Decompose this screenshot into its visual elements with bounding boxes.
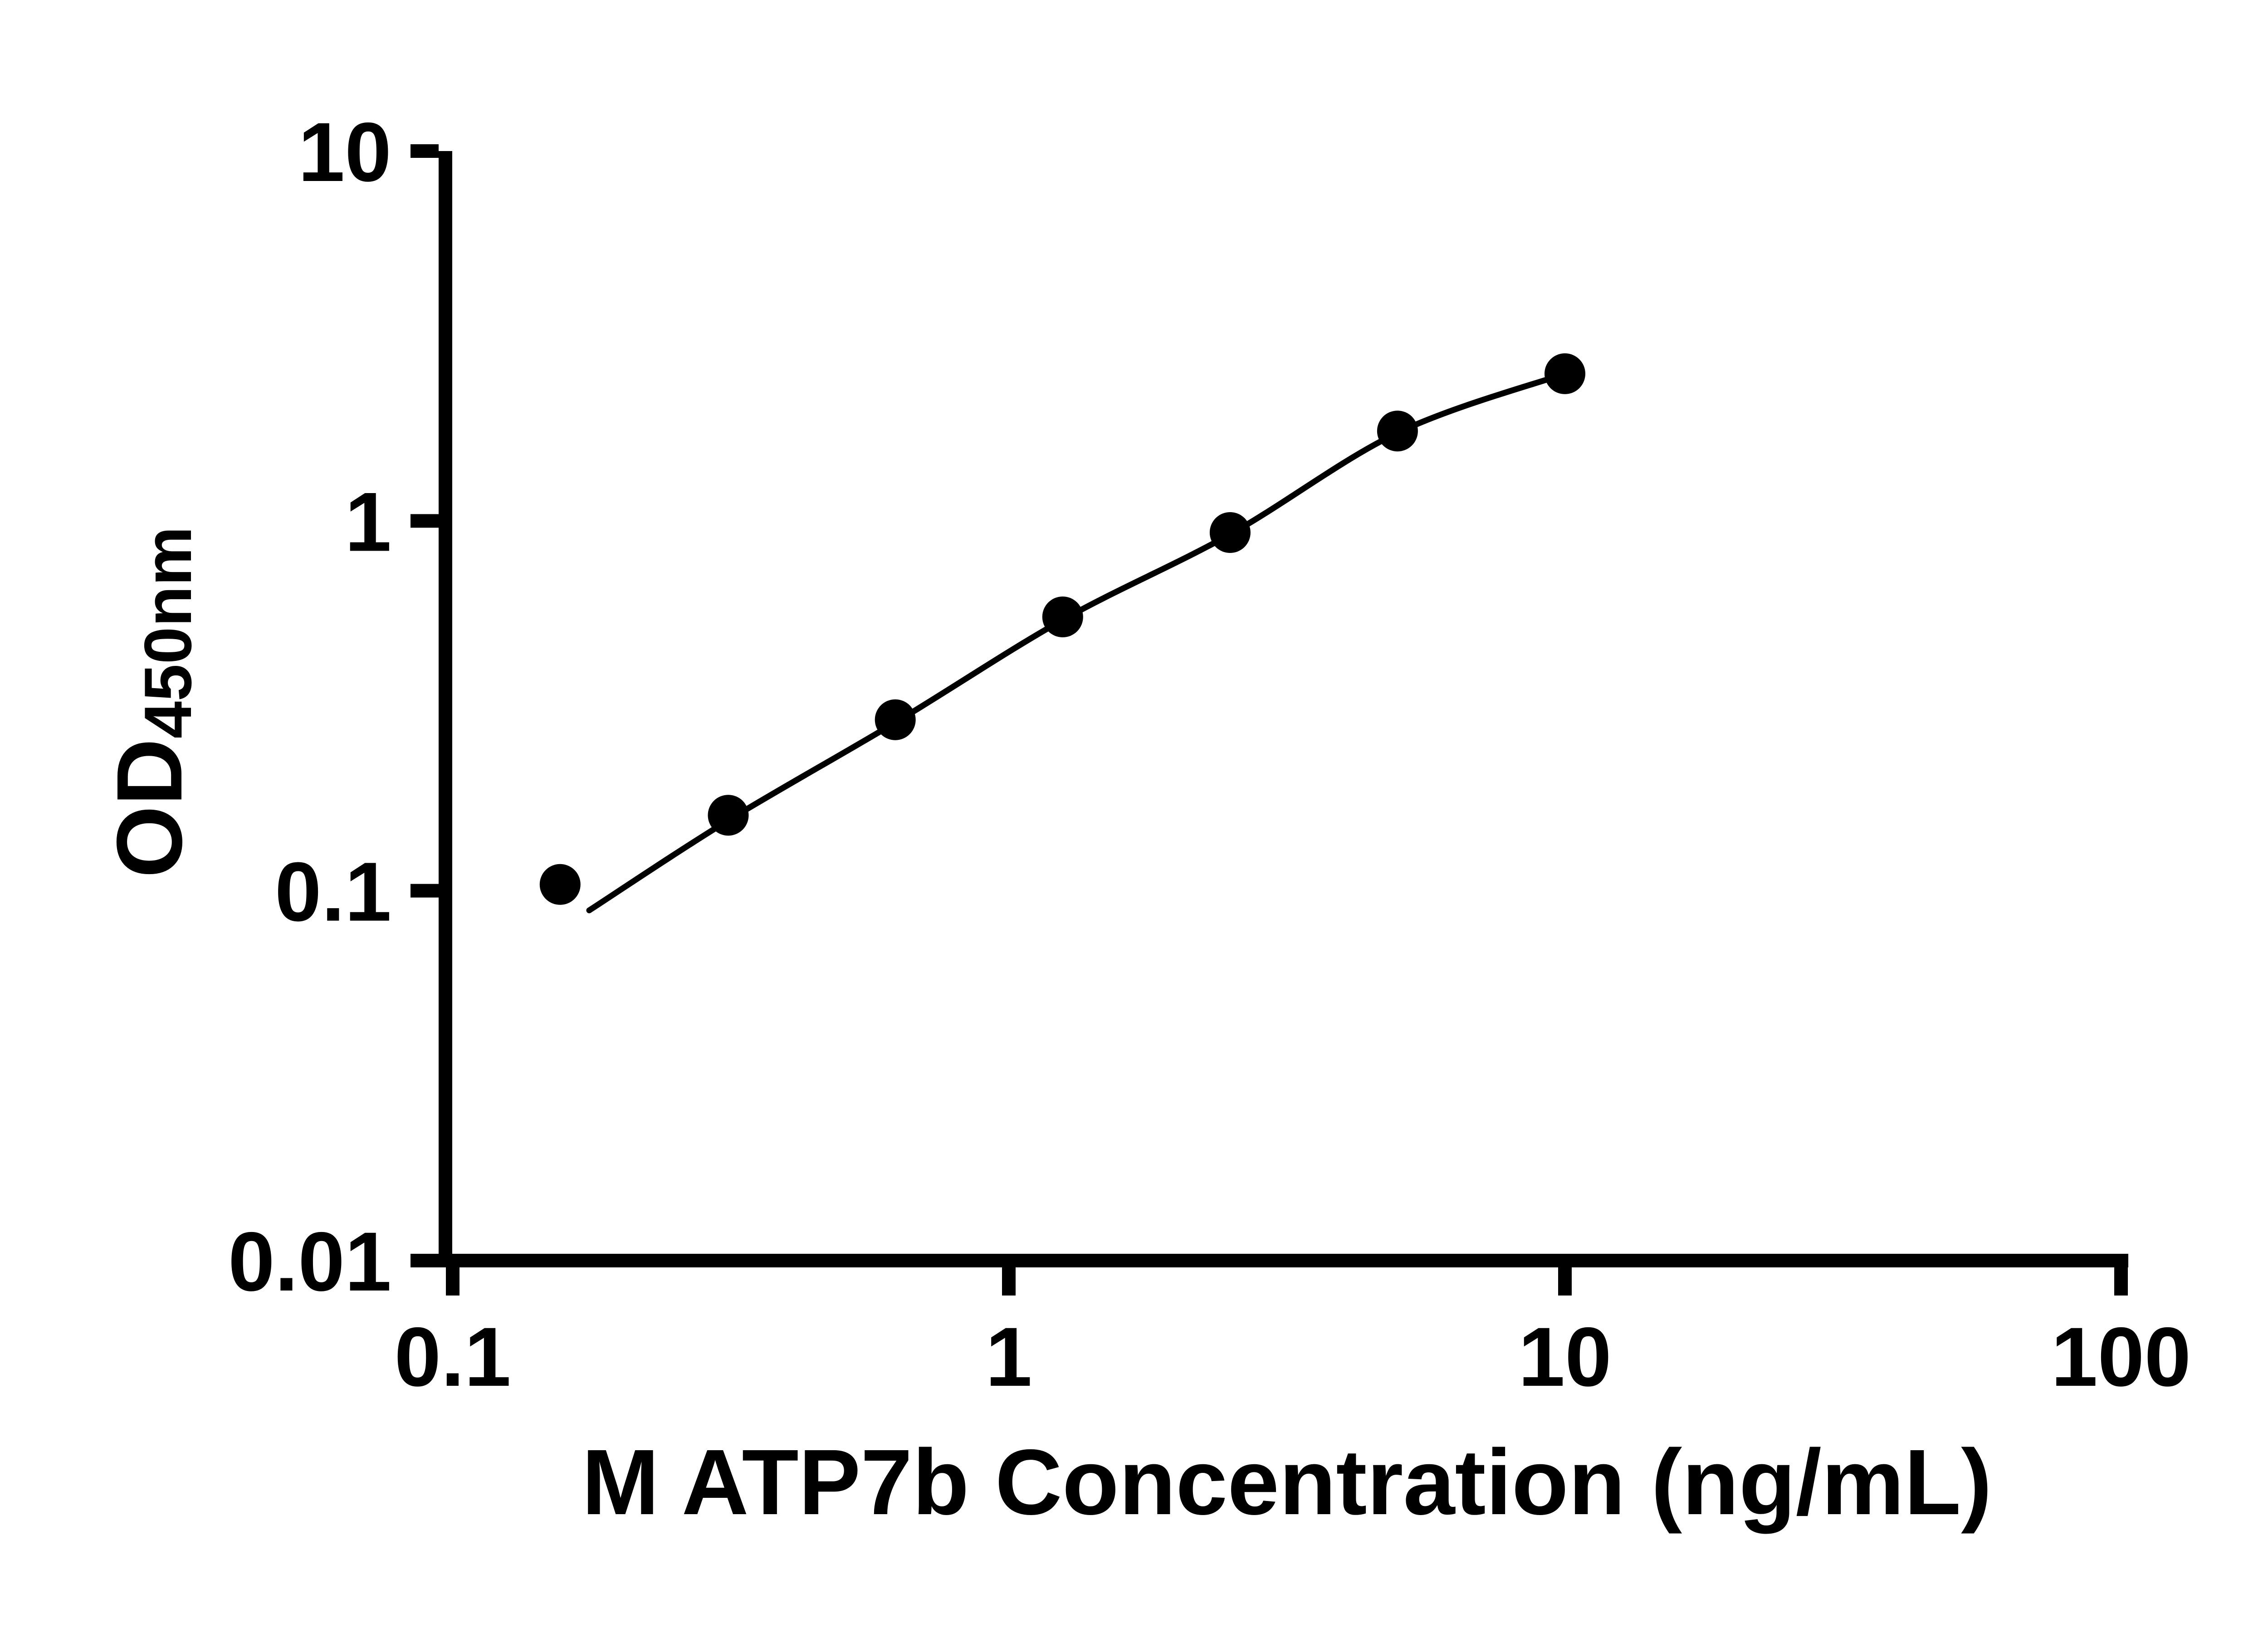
data-point <box>1545 353 1585 394</box>
data-points <box>539 353 1585 905</box>
x-tick-label: 100 <box>2051 1310 2191 1404</box>
axis-lines <box>439 151 2128 1267</box>
y-axis-title-base: OD <box>98 738 201 878</box>
data-point <box>708 795 749 836</box>
tick-marks <box>411 144 2128 1296</box>
data-point <box>875 699 916 740</box>
x-tick-label: 10 <box>1518 1310 1612 1404</box>
y-axis-title: OD450nm <box>96 526 205 878</box>
axes <box>439 151 2128 1267</box>
y-tick-label: 1 <box>345 475 391 569</box>
y-tick-label: 10 <box>298 106 391 199</box>
y-tick-label: 0.1 <box>275 846 391 939</box>
data-point <box>539 864 581 905</box>
x-tick-label: 1 <box>986 1310 1032 1404</box>
y-tick-label: 0.01 <box>228 1215 391 1309</box>
data-point <box>1042 596 1083 637</box>
data-point <box>1209 512 1251 553</box>
x-tick-label: 0.1 <box>394 1310 511 1404</box>
x-axis-title: M ATP7b Concentration (ng/mL) <box>582 1430 1992 1534</box>
data-point <box>1377 411 1418 452</box>
y-axis-title-subscript: 450nm <box>130 526 205 739</box>
